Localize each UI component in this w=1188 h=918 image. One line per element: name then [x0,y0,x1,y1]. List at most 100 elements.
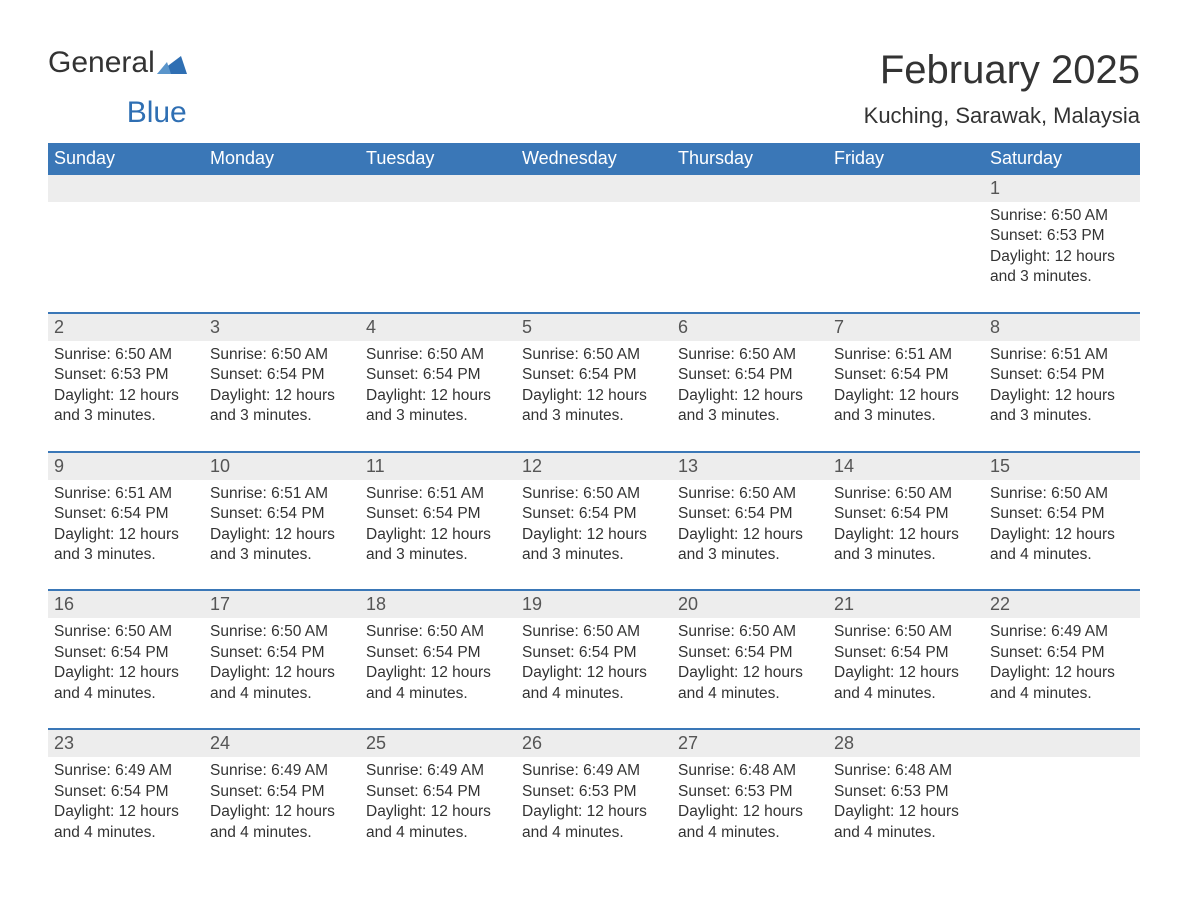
calendar-week: 16171819202122Sunrise: 6:50 AMSunset: 6:… [48,589,1140,728]
calendar-week: 9101112131415Sunrise: 6:51 AMSunset: 6:5… [48,451,1140,590]
day-number: 5 [516,314,672,341]
day-number: 23 [48,730,204,757]
day-number-row: 232425262728 [48,730,1140,757]
sunset-text: Sunset: 6:54 PM [54,504,198,524]
daylight-text: and 4 minutes. [522,684,666,704]
sunrise-text: Sunrise: 6:48 AM [834,761,978,781]
sunset-text: Sunset: 6:53 PM [522,782,666,802]
daylight-text: and 4 minutes. [678,684,822,704]
calendar-week: 1Sunrise: 6:50 AMSunset: 6:53 PMDaylight… [48,175,1140,312]
daylight-text: and 4 minutes. [990,545,1134,565]
day-number: 1 [984,175,1140,202]
daylight-text: and 4 minutes. [54,684,198,704]
sunrise-text: Sunrise: 6:50 AM [522,622,666,642]
daylight-text: and 3 minutes. [834,545,978,565]
day-number: 4 [360,314,516,341]
day-cell: Sunrise: 6:48 AMSunset: 6:53 PMDaylight:… [672,757,828,867]
sunrise-text: Sunrise: 6:50 AM [678,345,822,365]
daylight-text: Daylight: 12 hours [678,802,822,822]
day-cell: Sunrise: 6:49 AMSunset: 6:54 PMDaylight:… [204,757,360,867]
day-number [204,175,360,202]
daylight-text: Daylight: 12 hours [366,525,510,545]
daylight-text: Daylight: 12 hours [522,802,666,822]
calendar-header-row: Sunday Monday Tuesday Wednesday Thursday… [48,143,1140,175]
day-cell: Sunrise: 6:49 AMSunset: 6:54 PMDaylight:… [360,757,516,867]
sunset-text: Sunset: 6:54 PM [990,504,1134,524]
title-block: February 2025 Kuching, Sarawak, Malaysia [864,48,1140,129]
daylight-text: and 3 minutes. [366,545,510,565]
sunrise-text: Sunrise: 6:49 AM [366,761,510,781]
sunrise-text: Sunrise: 6:51 AM [366,484,510,504]
month-title: February 2025 [864,48,1140,93]
sunrise-text: Sunrise: 6:51 AM [210,484,354,504]
day-number: 7 [828,314,984,341]
day-cell: Sunrise: 6:50 AMSunset: 6:53 PMDaylight:… [48,341,204,451]
sunrise-text: Sunrise: 6:50 AM [678,484,822,504]
sunrise-text: Sunrise: 6:51 AM [990,345,1134,365]
daylight-text: Daylight: 12 hours [54,525,198,545]
daylight-text: Daylight: 12 hours [678,386,822,406]
sunset-text: Sunset: 6:54 PM [834,504,978,524]
sunrise-text: Sunrise: 6:50 AM [990,206,1134,226]
daylight-text: and 3 minutes. [522,545,666,565]
sunrise-text: Sunrise: 6:50 AM [366,622,510,642]
day-cell: Sunrise: 6:50 AMSunset: 6:54 PMDaylight:… [672,341,828,451]
day-cell [672,202,828,312]
sunset-text: Sunset: 6:54 PM [210,504,354,524]
daylight-text: Daylight: 12 hours [522,525,666,545]
sunrise-text: Sunrise: 6:50 AM [990,484,1134,504]
calendar-week: 232425262728Sunrise: 6:49 AMSunset: 6:54… [48,728,1140,867]
daylight-text: and 3 minutes. [210,406,354,426]
daylight-text: Daylight: 12 hours [678,525,822,545]
sunset-text: Sunset: 6:54 PM [834,365,978,385]
day-number: 8 [984,314,1140,341]
daylight-text: and 4 minutes. [678,823,822,843]
day-cell [828,202,984,312]
day-number-row: 2345678 [48,314,1140,341]
day-cell: Sunrise: 6:51 AMSunset: 6:54 PMDaylight:… [360,480,516,590]
sunset-text: Sunset: 6:53 PM [990,226,1134,246]
day-number: 14 [828,453,984,480]
day-number: 12 [516,453,672,480]
sunrise-text: Sunrise: 6:50 AM [54,345,198,365]
day-number: 16 [48,591,204,618]
day-header: Tuesday [360,143,516,175]
day-number: 25 [360,730,516,757]
day-cell: Sunrise: 6:50 AMSunset: 6:54 PMDaylight:… [672,480,828,590]
day-number: 13 [672,453,828,480]
daylight-text: Daylight: 12 hours [522,663,666,683]
day-cell: Sunrise: 6:51 AMSunset: 6:54 PMDaylight:… [828,341,984,451]
sunset-text: Sunset: 6:54 PM [522,504,666,524]
day-cell: Sunrise: 6:51 AMSunset: 6:54 PMDaylight:… [984,341,1140,451]
day-cell: Sunrise: 6:50 AMSunset: 6:54 PMDaylight:… [204,341,360,451]
daylight-text: Daylight: 12 hours [366,386,510,406]
daylight-text: and 3 minutes. [522,406,666,426]
sunset-text: Sunset: 6:54 PM [678,643,822,663]
day-cell [204,202,360,312]
daylight-text: and 4 minutes. [834,823,978,843]
calendar-page: General Blue February 2025 Kuching, Sara… [0,0,1188,907]
day-header: Thursday [672,143,828,175]
day-cell: Sunrise: 6:51 AMSunset: 6:54 PMDaylight:… [204,480,360,590]
daylight-text: and 3 minutes. [990,406,1134,426]
daylight-text: Daylight: 12 hours [990,525,1134,545]
daylight-text: Daylight: 12 hours [366,663,510,683]
day-header: Saturday [984,143,1140,175]
daylight-text: Daylight: 12 hours [210,525,354,545]
day-number: 20 [672,591,828,618]
sunrise-text: Sunrise: 6:50 AM [522,484,666,504]
sunset-text: Sunset: 6:54 PM [366,782,510,802]
sunset-text: Sunset: 6:54 PM [678,504,822,524]
sunrise-text: Sunrise: 6:49 AM [210,761,354,781]
sunset-text: Sunset: 6:54 PM [678,365,822,385]
day-number-row: 9101112131415 [48,453,1140,480]
sunrise-text: Sunrise: 6:50 AM [210,345,354,365]
day-cell: Sunrise: 6:50 AMSunset: 6:54 PMDaylight:… [672,618,828,728]
sunrise-text: Sunrise: 6:48 AM [678,761,822,781]
sunrise-text: Sunrise: 6:50 AM [366,345,510,365]
day-number: 27 [672,730,828,757]
day-number [48,175,204,202]
sunrise-text: Sunrise: 6:50 AM [54,622,198,642]
daylight-text: Daylight: 12 hours [990,386,1134,406]
logo-text-general: General [48,48,155,78]
